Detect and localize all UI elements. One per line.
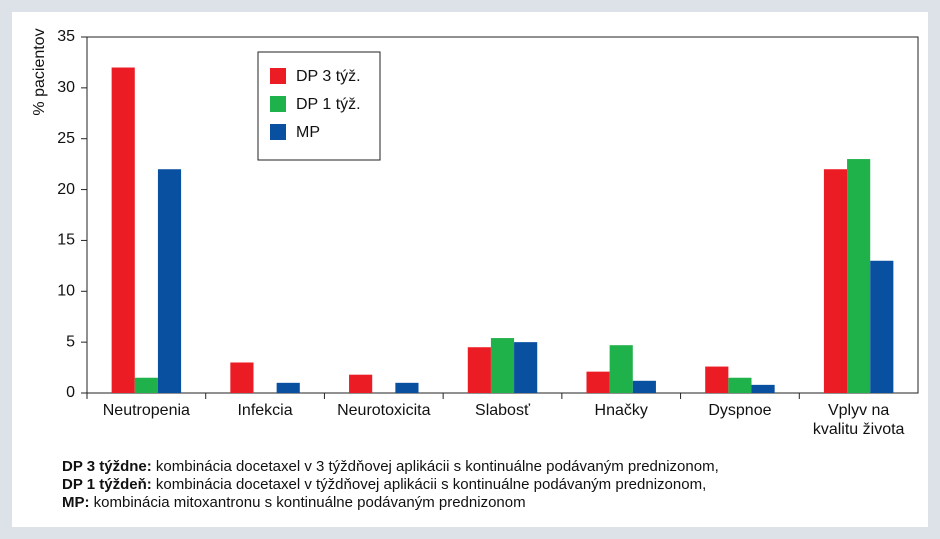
footnote: DP 3 týždne: kombinácia docetaxel v 3 tý… bbox=[62, 458, 719, 476]
x-tick-label: Slabosť bbox=[475, 402, 530, 419]
footnote-term: DP 3 týždne: bbox=[62, 458, 152, 475]
legend-swatch bbox=[270, 68, 286, 84]
x-tick-label: Neurotoxicita bbox=[337, 402, 431, 419]
footnote-text: kombinácia docetaxel v 3 týždňovej aplik… bbox=[155, 458, 719, 475]
bar bbox=[157, 169, 182, 393]
x-tick-label: Infekcia bbox=[237, 402, 293, 419]
y-tick-label: 0 bbox=[66, 384, 75, 401]
y-tick-label: 35 bbox=[57, 28, 75, 45]
bar bbox=[111, 67, 135, 393]
bar bbox=[632, 380, 656, 393]
footnote-text: kombinácia mitoxantronu s kontinuálne po… bbox=[93, 494, 526, 511]
footnote-text: kombinácia docetaxel v týždňovej aplikác… bbox=[155, 476, 707, 493]
footnotes: DP 3 týždne: kombinácia docetaxel v 3 tý… bbox=[62, 458, 719, 512]
legend-swatch bbox=[270, 124, 286, 140]
footnote: MP: kombinácia mitoxantronu s kontinuáln… bbox=[62, 494, 719, 512]
x-tick-label: Dyspnoe bbox=[708, 402, 772, 419]
bar bbox=[276, 382, 300, 393]
bar bbox=[751, 384, 775, 393]
legend-label: MP bbox=[296, 124, 320, 141]
legend-swatch bbox=[270, 96, 286, 112]
y-tick-label: 10 bbox=[57, 283, 75, 300]
bar bbox=[514, 342, 538, 393]
y-tick-label: 15 bbox=[57, 232, 75, 249]
y-axis-label: % pacientov bbox=[31, 28, 48, 115]
x-tick-label: Hnačky bbox=[594, 402, 648, 419]
footnote-term: DP 1 týždeň: bbox=[62, 476, 152, 493]
x-tick-label: Neutropenia bbox=[102, 402, 190, 419]
y-tick-label: 5 bbox=[66, 333, 75, 350]
bar bbox=[134, 377, 158, 393]
y-tick-label: 20 bbox=[57, 181, 75, 198]
bar bbox=[823, 169, 848, 393]
bar bbox=[395, 382, 419, 393]
bar bbox=[586, 371, 610, 393]
bar bbox=[728, 377, 752, 393]
bar bbox=[609, 345, 633, 393]
bar bbox=[467, 347, 491, 393]
y-tick-label: 25 bbox=[57, 130, 75, 147]
footnote: DP 1 týždeň: kombinácia docetaxel v týžd… bbox=[62, 476, 719, 494]
bar bbox=[230, 362, 254, 393]
bar bbox=[349, 374, 373, 393]
footnote-term: MP: bbox=[62, 494, 90, 511]
x-tick-label: Vplyv na kvalitu života bbox=[812, 402, 905, 438]
y-tick-label: 30 bbox=[57, 79, 75, 96]
bar bbox=[870, 260, 894, 393]
bar bbox=[847, 159, 871, 393]
bar bbox=[705, 366, 729, 393]
legend-label: DP 3 týž. bbox=[296, 68, 361, 85]
legend-label: DP 1 týž. bbox=[296, 96, 361, 113]
bar bbox=[490, 338, 515, 393]
